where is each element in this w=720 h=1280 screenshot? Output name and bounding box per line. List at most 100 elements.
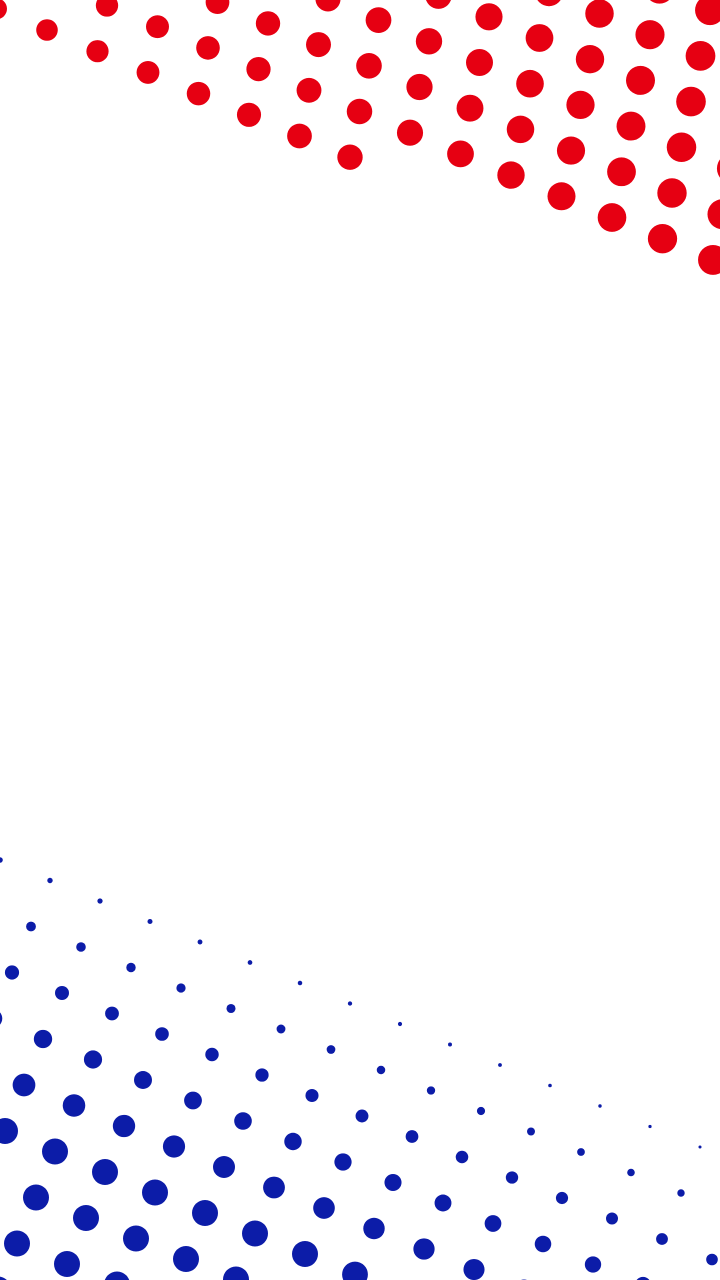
blue-dot <box>263 1176 285 1199</box>
blue-dot <box>534 1235 552 1253</box>
blue-dot <box>434 1194 452 1212</box>
blue-dot <box>305 1088 319 1103</box>
blue-dot <box>334 1153 352 1171</box>
red-dot <box>287 123 312 149</box>
red-dot <box>666 132 697 163</box>
blue-dot <box>476 1106 486 1116</box>
red-dot <box>337 144 363 170</box>
blue-dot <box>677 1189 685 1197</box>
blue-dot <box>162 1135 186 1158</box>
blue-dot <box>4 965 20 980</box>
red-dot <box>516 69 544 98</box>
red-dot <box>296 77 322 103</box>
red-dot <box>415 28 443 55</box>
blue-dot <box>176 983 186 993</box>
blue-dot <box>297 980 303 986</box>
blue-dot <box>112 1114 136 1138</box>
red-dot <box>475 3 503 31</box>
red-dot <box>306 32 331 58</box>
blue-dot <box>363 1217 385 1240</box>
blue-dot <box>413 1238 435 1260</box>
blue-dot <box>627 1168 635 1177</box>
red-dot <box>396 119 424 146</box>
blue-dot <box>0 1118 18 1144</box>
red-dot <box>205 0 230 15</box>
blue-dot <box>584 1256 602 1273</box>
blue-dot <box>498 1063 502 1067</box>
blue-dot <box>255 1068 269 1082</box>
red-dot <box>506 115 535 144</box>
blue-dot <box>234 1112 252 1130</box>
red-dot <box>525 24 554 52</box>
blue-dot <box>648 1124 652 1129</box>
red-dot <box>95 0 119 17</box>
red-dot <box>346 98 373 125</box>
blue-dot <box>284 1132 302 1151</box>
blue-dot <box>656 1233 668 1245</box>
blue-dot <box>226 1003 236 1014</box>
red-dot <box>146 15 169 39</box>
blue-dot <box>223 1266 249 1280</box>
red-dot <box>547 182 576 211</box>
blue-dot <box>105 1006 119 1021</box>
blue-dot <box>54 1251 80 1277</box>
blue-dot <box>184 1091 202 1110</box>
blue-dot <box>213 1156 235 1178</box>
blue-dot <box>455 1150 469 1164</box>
red-halftone-wave <box>0 0 720 275</box>
blue-dot <box>123 1225 149 1252</box>
red-dot <box>607 157 636 187</box>
red-dot <box>597 203 627 232</box>
blue-dot <box>355 1109 369 1123</box>
red-dot <box>365 7 392 33</box>
blue-dot <box>706 1253 718 1266</box>
red-dot <box>698 244 720 275</box>
blue-dot <box>0 1012 3 1025</box>
red-dot <box>657 178 687 208</box>
red-dot <box>676 86 706 117</box>
blue-dot <box>23 1184 49 1211</box>
blue-dot <box>505 1171 519 1184</box>
blue-dot <box>0 1276 7 1280</box>
blue-dot <box>147 918 153 925</box>
blue-dot <box>134 1071 152 1089</box>
blue-dot <box>397 1021 403 1027</box>
red-dot <box>196 36 220 60</box>
blue-dot <box>173 1246 199 1272</box>
red-dot <box>707 199 720 230</box>
blue-dot <box>247 960 253 965</box>
red-dot <box>36 19 58 41</box>
red-dot <box>466 49 493 76</box>
red-dot <box>426 0 451 9</box>
blue-dot <box>598 1104 602 1108</box>
blue-dot <box>55 986 69 1000</box>
blue-dot <box>33 1029 53 1049</box>
blue-dot <box>405 1130 419 1143</box>
blue-dot <box>698 1145 702 1149</box>
red-dot <box>406 73 433 101</box>
blue-dot <box>448 1042 452 1047</box>
red-dot <box>649 0 670 4</box>
blue-dot <box>142 1179 168 1206</box>
blue-dot <box>376 1065 386 1075</box>
blue-dot <box>242 1220 268 1247</box>
blue-dot <box>326 1045 336 1054</box>
red-dot <box>315 0 341 12</box>
blue-dot <box>313 1197 335 1219</box>
red-dot <box>537 0 561 7</box>
blue-dot <box>555 1191 569 1205</box>
blue-dot <box>527 1127 535 1136</box>
blue-dot <box>347 1001 353 1006</box>
red-dot <box>186 81 211 106</box>
red-dot <box>456 94 484 122</box>
red-dot <box>575 45 605 74</box>
blue-dot <box>548 1083 552 1088</box>
blue-dot <box>0 857 3 863</box>
red-dot <box>447 140 474 168</box>
blue-dot <box>73 1205 99 1231</box>
red-dot <box>0 0 7 19</box>
blue-dot <box>97 898 103 904</box>
red-dot <box>497 161 525 189</box>
red-dot <box>356 52 382 79</box>
blue-dot <box>577 1148 585 1156</box>
